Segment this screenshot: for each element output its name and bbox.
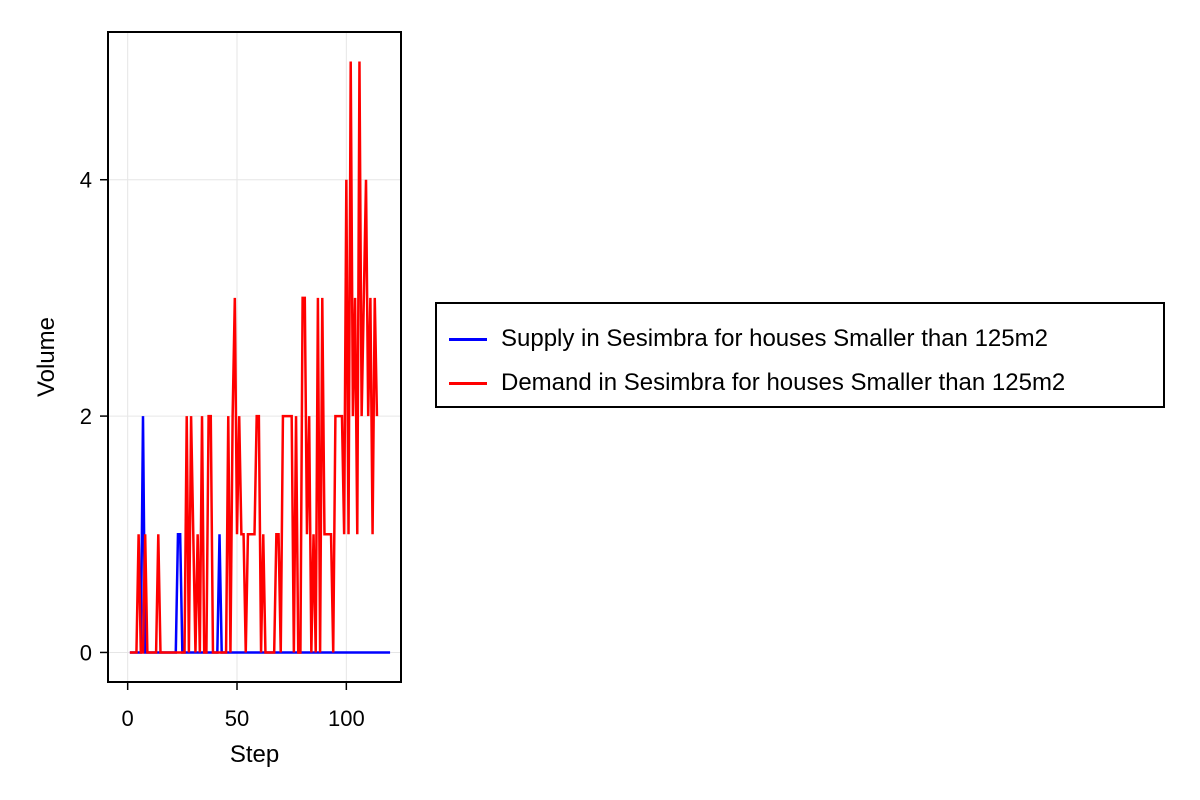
axis-ticks: 0 50 100 0 2 4 (80, 168, 365, 731)
plot-frame (107, 31, 402, 683)
y-tick-label: 2 (80, 404, 92, 429)
series-lines (129, 61, 391, 654)
y-axis-title: Volume (33, 317, 60, 397)
legend-label-supply: Supply in Sesimbra for houses Smaller th… (501, 325, 1048, 352)
legend-swatch-supply (449, 337, 487, 341)
legend-entry-supply: Supply in Sesimbra for houses Smaller th… (449, 324, 1048, 354)
y-tick-label: 0 (80, 640, 92, 665)
x-tick-label: 0 (122, 706, 134, 731)
x-tick-label: 100 (328, 706, 365, 731)
x-tick-label: 50 (225, 706, 249, 731)
y-tick-label: 4 (80, 168, 92, 193)
legend-swatch-demand (449, 381, 487, 385)
demand-series-line (129, 61, 379, 654)
legend-label-demand: Demand in Sesimbra for houses Smaller th… (501, 369, 1066, 396)
legend-entry-demand: Demand in Sesimbra for houses Smaller th… (449, 368, 1065, 398)
x-axis-title: Step (230, 741, 279, 768)
legend: Supply in Sesimbra for houses Smaller th… (435, 302, 1165, 408)
